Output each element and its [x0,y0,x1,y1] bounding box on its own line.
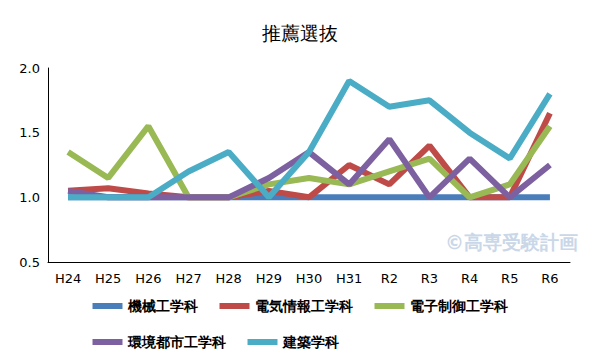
svg-text:R4: R4 [461,271,478,286]
svg-text:H27: H27 [175,271,201,286]
svg-text:R3: R3 [421,271,438,286]
svg-text:1.5: 1.5 [19,125,40,140]
svg-text:2.0: 2.0 [19,61,40,76]
svg-text:H29: H29 [256,271,282,286]
svg-text:R5: R5 [501,271,518,286]
svg-text:電子制御工学科: 電子制御工学科 [410,298,508,314]
svg-text:H28: H28 [216,271,242,286]
svg-text:電気情報工学科: 電気情報工学科 [255,298,353,314]
svg-text:機械工学科: 機械工学科 [127,298,198,314]
svg-text:R6: R6 [541,271,558,286]
svg-text:0.5: 0.5 [19,255,40,270]
svg-text:1.0: 1.0 [19,190,40,205]
svg-text:H26: H26 [135,271,161,286]
svg-text:R2: R2 [381,271,398,286]
svg-text:建築学科: 建築学科 [282,334,339,350]
svg-text:環境都市工学科: 環境都市工学科 [127,334,226,350]
svg-text:©高専受験計画: ©高専受験計画 [445,231,578,253]
svg-text:推薦選抜: 推薦選抜 [262,22,338,44]
svg-text:H31: H31 [336,271,362,286]
svg-text:H30: H30 [296,271,322,286]
svg-text:H24: H24 [55,271,81,286]
svg-text:H25: H25 [95,271,121,286]
